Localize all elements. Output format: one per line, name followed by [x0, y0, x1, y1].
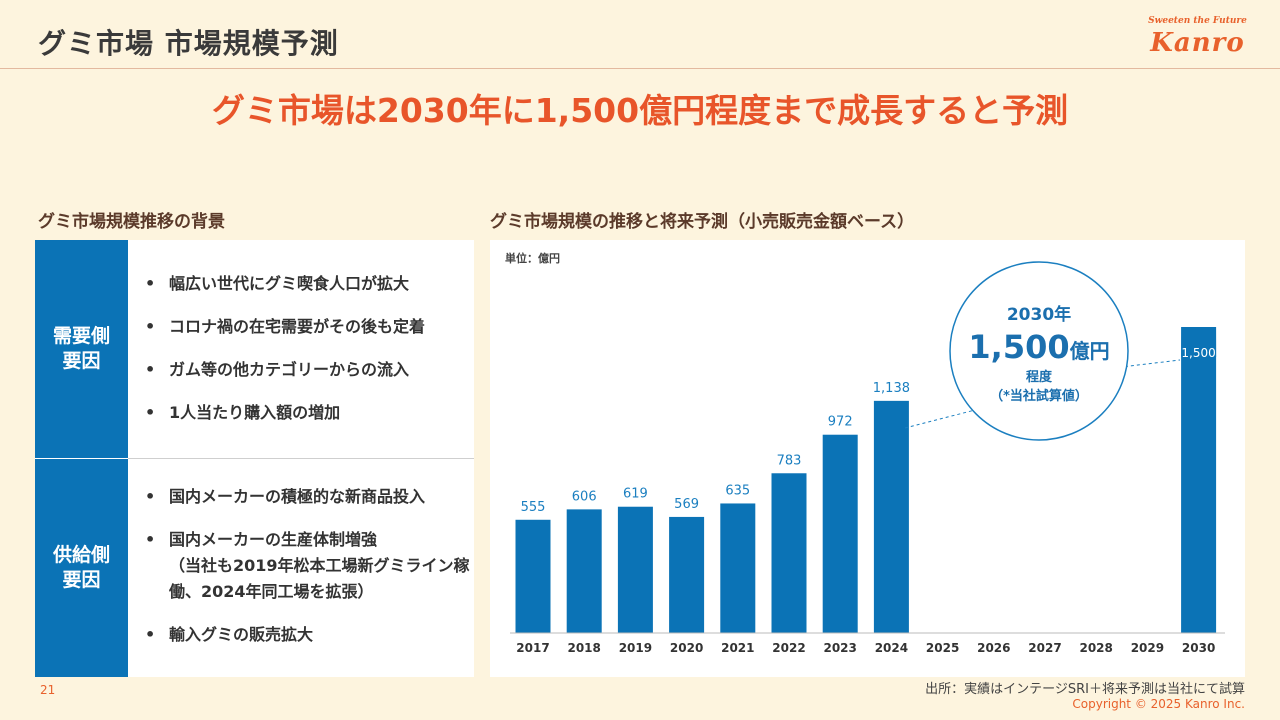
demand-factor-label-text: 需要側 要因	[52, 325, 110, 372]
bar-fade	[1181, 327, 1217, 357]
source-note: 出所：実績はインテージSRI＋将来予測は当社にて試算	[925, 682, 1245, 697]
callout-amount: 1,500億円	[968, 328, 1109, 366]
list-item: 1人当たり購入額の増加	[145, 400, 470, 426]
logo-name: Kanro	[1150, 28, 1245, 58]
callout-unit: 億円	[1070, 339, 1110, 363]
data-label: 635	[725, 483, 750, 498]
chart-section-title: グミ市場規模の推移と将来予測（小売販売金額ベース）	[490, 212, 915, 232]
demand-factor-list: 幅広い世代にグミ喫食人口が拡大 コロナ禍の在宅需要がその後も定着 ガム等の他カテ…	[145, 271, 470, 426]
list-item: 輸入グミの販売拡大	[145, 622, 470, 648]
forecast-callout-circle	[949, 261, 1129, 441]
supply-factor-label: 供給側 要因	[35, 459, 128, 677]
x-tick-label: 2018	[567, 641, 600, 655]
data-label: 619	[623, 487, 648, 502]
bar	[873, 400, 909, 633]
market-size-chart: 2017 2018 2019 2020 2021 2022 2023 2024 2025 2026…	[510, 261, 1225, 655]
bar	[669, 516, 705, 633]
callout-value: 1,500	[968, 328, 1069, 366]
headline: グミ市場は2030年に1,500億円程度まで成長すると予測	[211, 91, 1069, 130]
bar	[617, 506, 653, 633]
data-label: 555	[521, 500, 546, 515]
data-label: 972	[828, 415, 853, 430]
callout-connector-right	[1112, 359, 1181, 369]
x-tick-label: 2025	[926, 641, 959, 655]
callout-approx: 程度	[1026, 369, 1053, 385]
bar	[566, 509, 602, 633]
supply-factor-list: 国内メーカーの積極的な新商品投入 国内メーカーの生産体制増強 （当社も2019年…	[145, 484, 470, 648]
list-item: 幅広い世代にグミ喫食人口が拡大	[145, 271, 470, 297]
list-item: コロナ禍の在宅需要がその後も定着	[145, 314, 470, 340]
x-tick-label: 2020	[670, 641, 703, 655]
chart-unit-label: 単位：億円	[505, 252, 560, 265]
left-section-title: グミ市場規模推移の背景	[38, 212, 225, 232]
copyright: Copyright © 2025 Kanro Inc.	[1072, 697, 1245, 711]
logo-tagline: Sweeten the Future	[1148, 16, 1247, 26]
x-tick-label: 2027	[1028, 641, 1061, 655]
x-tick-label: 2028	[1079, 641, 1112, 655]
x-tick-label: 2019	[619, 641, 652, 655]
bar	[720, 503, 756, 633]
demand-factor-label: 需要側 要因	[35, 240, 128, 458]
kanro-logo: Sweeten the Future Kanro	[1145, 12, 1255, 62]
list-item: 国内メーカーの積極的な新商品投入	[145, 484, 470, 510]
x-tick-label: 2022	[772, 641, 805, 655]
x-tick-label: 2023	[823, 641, 856, 655]
data-label: 1,138	[873, 381, 910, 396]
page-title: グミ市場 市場規模予測	[38, 27, 339, 60]
x-tick-label: 2017	[516, 641, 549, 655]
supply-factor-label-text: 供給側 要因	[52, 544, 110, 591]
data-label: 783	[777, 453, 802, 468]
x-tick-label: 2030	[1182, 641, 1215, 655]
data-label: 606	[572, 489, 597, 504]
bar	[771, 473, 807, 633]
x-tick-label: 2026	[977, 641, 1010, 655]
callout-connector-left	[904, 409, 976, 429]
bar	[822, 434, 858, 633]
factors-panel: 需要側 要因 供給側 要因 幅広い世代にグミ喫食人口が拡大 コロナ禍の在宅需要が…	[35, 240, 474, 677]
header-divider	[0, 68, 1280, 69]
data-label: 569	[674, 497, 699, 512]
callout-note: （*当社試算値）	[990, 388, 1088, 404]
bar	[515, 519, 551, 633]
data-label: 1,500	[1181, 346, 1215, 360]
list-item: 国内メーカーの生産体制増強 （当社も2019年松本工場新グミライン稼働、2024…	[145, 527, 470, 605]
list-item: ガム等の他カテゴリーからの流入	[145, 357, 470, 383]
x-tick-label: 2024	[875, 641, 908, 655]
page-number: 21	[40, 683, 56, 697]
x-tick-label: 2021	[721, 641, 754, 655]
callout-year: 2030年	[1007, 304, 1071, 325]
bar	[1181, 327, 1217, 633]
factor-divider	[128, 458, 474, 459]
x-tick-label: 2029	[1131, 641, 1164, 655]
